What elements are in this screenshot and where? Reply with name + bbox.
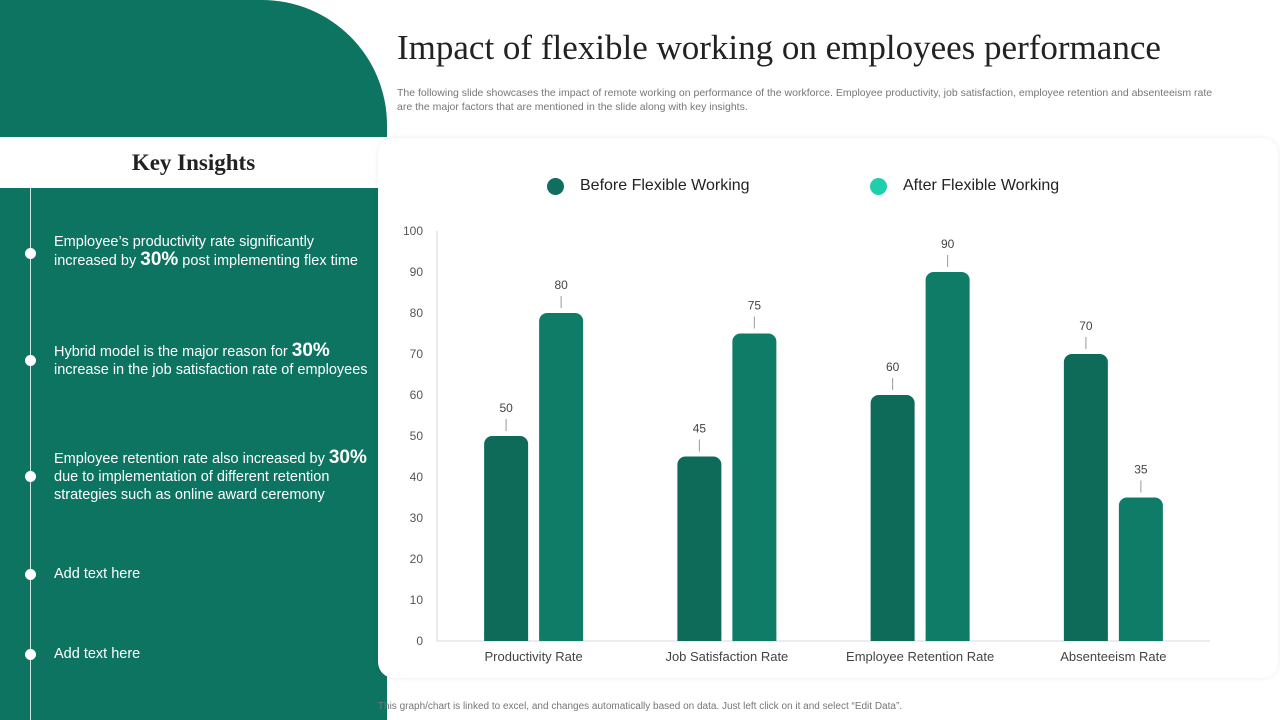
bar-before bbox=[484, 436, 529, 641]
bar-base-before bbox=[677, 633, 722, 641]
legend-item-after: After Flexible Working bbox=[870, 176, 1059, 196]
page-title: Impact of flexible working on employees … bbox=[397, 28, 1161, 67]
data-label: 75 bbox=[748, 299, 762, 313]
y-tick-label: 60 bbox=[410, 388, 424, 402]
y-tick-label: 100 bbox=[403, 224, 423, 238]
bar-before bbox=[677, 456, 722, 641]
x-category-label: Absenteeism Rate bbox=[1060, 649, 1166, 664]
insight-item-5: Add text here bbox=[54, 646, 141, 662]
bar-base-before bbox=[1063, 633, 1108, 641]
bar-base-after bbox=[1118, 633, 1163, 641]
bar-base-after bbox=[925, 633, 970, 641]
bar-after bbox=[1118, 497, 1163, 641]
timeline-dot bbox=[25, 248, 36, 259]
legend-label-after: After Flexible Working bbox=[903, 177, 1060, 194]
data-label: 70 bbox=[1079, 319, 1093, 333]
insight-item-3: Employee retention rate also increased b… bbox=[54, 447, 367, 503]
insight-item-2: Hybrid model is the major reason for 30%… bbox=[54, 340, 368, 378]
left-panel bbox=[0, 0, 387, 720]
y-tick-label: 0 bbox=[416, 634, 423, 648]
x-category-label: Employee Retention Rate bbox=[846, 649, 994, 664]
data-label: 35 bbox=[1134, 463, 1148, 477]
page-subtitle: The following slide showcases the impact… bbox=[397, 87, 1213, 113]
key-insights-header: Key Insights bbox=[0, 137, 387, 188]
bar-after bbox=[732, 333, 777, 641]
bar-before bbox=[1063, 354, 1108, 641]
x-category-label: Job Satisfaction Rate bbox=[665, 649, 788, 664]
data-label: 90 bbox=[941, 237, 955, 251]
legend-label-before: Before Flexible Working bbox=[580, 177, 750, 194]
bar-after bbox=[539, 313, 584, 641]
timeline-line bbox=[30, 188, 31, 720]
bar-before bbox=[870, 395, 915, 641]
y-tick-label: 20 bbox=[410, 552, 424, 566]
legend-item-before: Before Flexible Working bbox=[547, 176, 750, 196]
bar-after bbox=[925, 272, 970, 641]
bar-base-after bbox=[539, 633, 584, 641]
footer-note: This graph/chart is linked to excel, and… bbox=[377, 701, 903, 712]
y-tick-label: 30 bbox=[410, 511, 424, 525]
x-category-label: Productivity Rate bbox=[484, 649, 582, 664]
bar-base-before bbox=[870, 633, 915, 641]
timeline-dot bbox=[25, 569, 36, 580]
data-label: 50 bbox=[499, 401, 513, 415]
insight-item-4: Add text here bbox=[54, 566, 141, 582]
data-label: 60 bbox=[886, 360, 900, 374]
y-tick-label: 10 bbox=[410, 593, 424, 607]
insight-item-1: Employee’s productivity rate significant… bbox=[54, 234, 358, 270]
legend-dot-before bbox=[547, 177, 564, 195]
y-tick-label: 90 bbox=[410, 265, 424, 279]
data-label: 45 bbox=[693, 422, 707, 436]
legend-dot-after bbox=[870, 177, 887, 195]
y-tick-label: 70 bbox=[410, 347, 424, 361]
bar-base-before bbox=[484, 633, 529, 641]
bar-base-after bbox=[732, 633, 777, 641]
y-tick-label: 40 bbox=[410, 470, 424, 484]
y-tick-label: 50 bbox=[410, 429, 424, 443]
timeline-dot bbox=[25, 471, 36, 482]
key-insights-title: Key Insights bbox=[131, 149, 256, 175]
y-tick-label: 80 bbox=[410, 306, 424, 320]
data-label: 80 bbox=[554, 278, 568, 292]
timeline-dot bbox=[25, 649, 36, 660]
timeline-dot bbox=[25, 355, 36, 366]
